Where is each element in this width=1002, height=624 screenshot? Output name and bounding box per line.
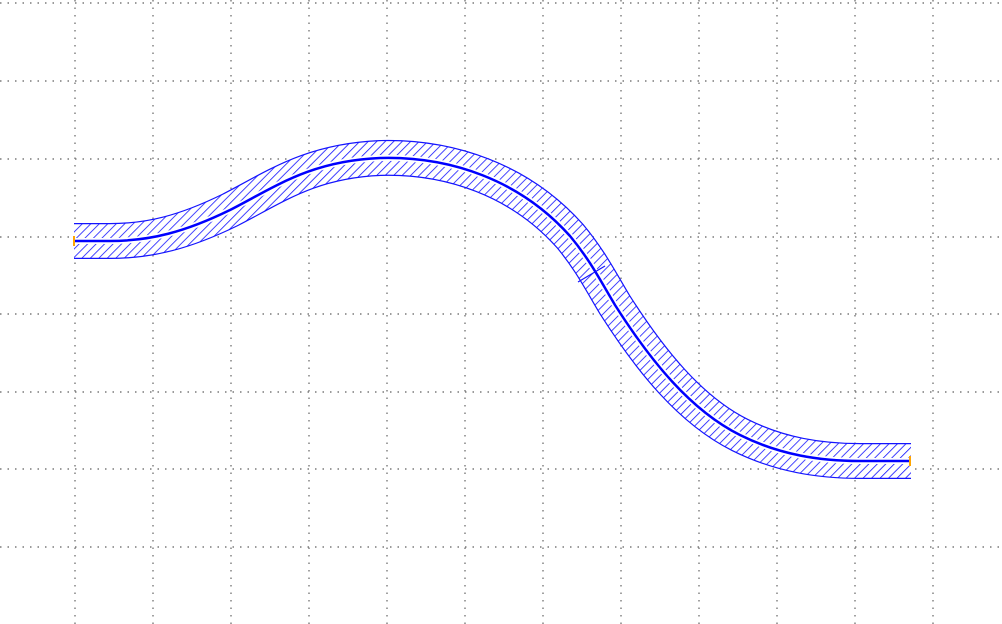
segment-boundary (577, 265, 606, 283)
waveguide-cladding-hatch (74, 141, 911, 478)
waveguide-centerline (74, 156, 911, 463)
waveguide-outline[interactable] (74, 139, 911, 479)
waveguide-core-edge (74, 157, 911, 462)
waveguide-core-background (74, 154, 911, 464)
waveguide[interactable] (73, 139, 911, 479)
